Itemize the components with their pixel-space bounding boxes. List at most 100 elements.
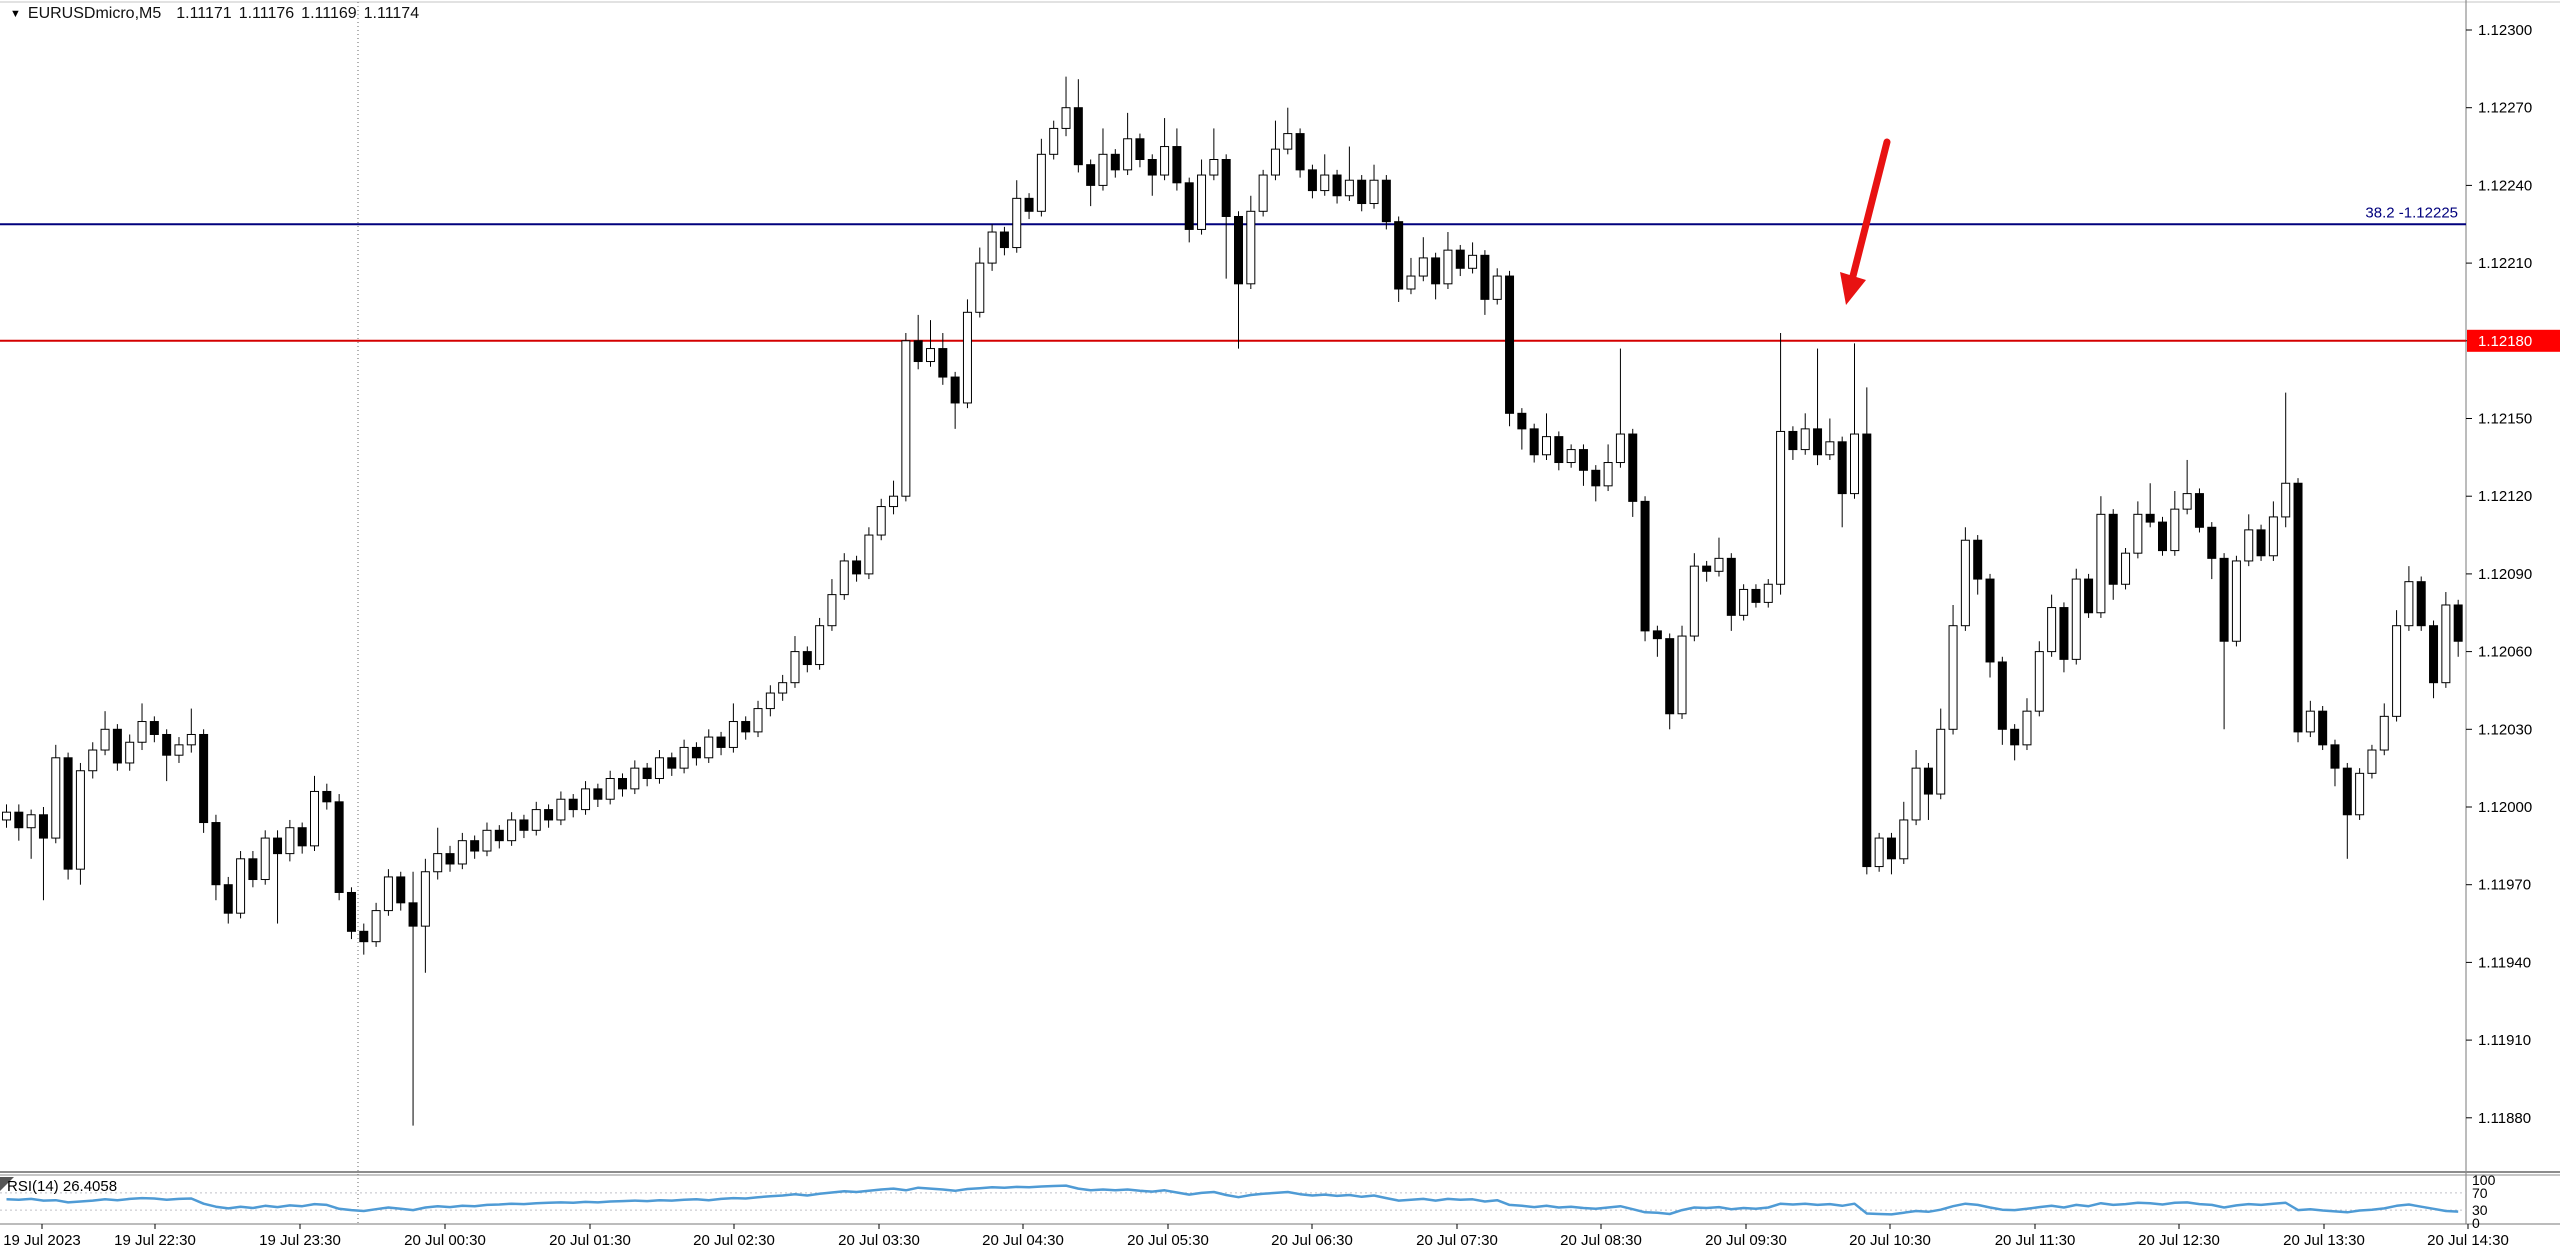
candle-body <box>753 708 763 733</box>
candle-body <box>371 910 381 943</box>
time-tick-label: 19 Jul 23:30 <box>259 1232 341 1249</box>
annotation-arrow[interactable] <box>1840 138 1891 305</box>
candle-body <box>2121 552 2131 585</box>
time-axis[interactable]: 19 Jul 2023 19 Jul 22:30 19 Jul 23:30 20 Ju… <box>3 1224 2509 1249</box>
candle-body <box>223 884 233 914</box>
candle-body <box>2379 715 2389 751</box>
price-tick-label: 1.12060 <box>2478 644 2532 661</box>
price-tick-label: 1.12240 <box>2478 177 2532 194</box>
candle-body <box>1073 107 1083 166</box>
candle-body <box>1677 635 1687 715</box>
candle-body <box>1788 430 1798 451</box>
time-tick-label: 20 Jul 02:30 <box>693 1232 775 1249</box>
price-axis[interactable]: 1.12300 1.12270 1.12240 1.12210 1.12180 1.121… <box>2466 22 2532 1127</box>
candle-body <box>125 741 135 764</box>
candle-body <box>2256 529 2266 557</box>
price-tick-label: 1.12210 <box>2478 255 2532 272</box>
time-tick-label: 20 Jul 08:30 <box>1560 1232 1642 1249</box>
candle-body <box>1394 221 1404 290</box>
quote-high: 1.11176 <box>238 5 295 22</box>
time-tick-label: 19 Jul 2023 <box>3 1232 81 1249</box>
candle-body <box>1320 174 1330 192</box>
candle-body <box>470 840 480 852</box>
candle-body <box>199 733 209 824</box>
candle-body <box>2059 607 2069 660</box>
price-tick-label: 1.11910 <box>2478 1032 2531 1049</box>
time-tick-label: 20 Jul 14:30 <box>2427 1232 2509 1249</box>
candle-body <box>26 814 36 829</box>
candle-body <box>1702 565 1712 572</box>
candle-body <box>1837 441 1847 495</box>
rsi-line <box>6 1184 2459 1216</box>
time-tick-label: 20 Jul 05:30 <box>1127 1232 1209 1249</box>
price-tick-label: 1.12030 <box>2478 721 2532 738</box>
candle-body <box>88 749 98 772</box>
candle-body <box>2453 604 2463 642</box>
candle-body <box>605 778 615 800</box>
time-tick-label: 20 Jul 06:30 <box>1271 1232 1353 1249</box>
arrow-shaft <box>1849 138 1891 280</box>
candle-body <box>1689 565 1699 637</box>
candle-body <box>1542 436 1551 456</box>
candles <box>2 76 2463 1126</box>
candle-body <box>2207 526 2217 559</box>
candle-body <box>38 814 48 839</box>
quote-low: 1.11169 <box>301 5 357 22</box>
candle-body <box>1012 197 1022 249</box>
candle-body <box>236 858 246 914</box>
candle-body <box>1763 583 1773 603</box>
candle-body <box>2108 513 2118 585</box>
candle-body <box>889 495 899 508</box>
candle-body <box>1049 127 1059 155</box>
candle-body <box>1443 249 1453 285</box>
candle-body <box>457 840 467 865</box>
candle-body <box>1985 578 1995 663</box>
candle-body <box>211 822 221 886</box>
price-tick-label: 1.12090 <box>2478 566 2532 583</box>
candle-body <box>815 625 825 666</box>
candle-body <box>1431 257 1441 285</box>
candle-body <box>482 829 492 852</box>
candle-body <box>63 757 73 870</box>
candle-body <box>2404 581 2414 627</box>
candle-body <box>383 876 393 912</box>
candle-body <box>913 340 923 363</box>
triangle-down-icon[interactable]: ▼ <box>10 8 21 20</box>
candle-body <box>691 746 701 759</box>
candle-body <box>1776 430 1786 585</box>
time-tick-label: 20 Jul 03:30 <box>838 1232 920 1249</box>
candle-body <box>901 340 911 497</box>
candle-body <box>2281 482 2291 518</box>
candle-body <box>1344 179 1354 197</box>
time-tick-label: 20 Jul 09:30 <box>1705 1232 1787 1249</box>
candle-body <box>1505 275 1515 414</box>
candle-body <box>1960 539 1970 627</box>
candle-body <box>1221 159 1231 217</box>
candle-body <box>1184 182 1194 230</box>
candle-body <box>1086 164 1096 186</box>
rsi-scale-label: 0 <box>2472 1215 2480 1231</box>
price-tick-label: 1.11940 <box>2478 954 2531 971</box>
candle-body <box>962 311 972 404</box>
candle-body <box>1246 210 1256 285</box>
candle-body <box>1800 428 1810 451</box>
candle-body <box>568 798 578 811</box>
pane-resize-handle[interactable] <box>0 1177 14 1191</box>
candle-body <box>137 721 147 743</box>
candle-body <box>1209 159 1219 176</box>
candle-body <box>51 757 61 839</box>
candle-body <box>1369 179 1379 205</box>
level-label: 38.2 -1.12225 <box>2365 204 2458 221</box>
candle-body <box>802 651 812 666</box>
pane-separator[interactable] <box>0 1171 2560 1176</box>
arrow-head-icon <box>1840 272 1866 305</box>
candle-body <box>2355 772 2365 816</box>
candle-body <box>334 801 344 893</box>
candle-body <box>765 692 775 710</box>
time-tick-label: 20 Jul 12:30 <box>2138 1232 2220 1249</box>
candle-body <box>14 811 24 829</box>
candle-body <box>2219 557 2229 642</box>
